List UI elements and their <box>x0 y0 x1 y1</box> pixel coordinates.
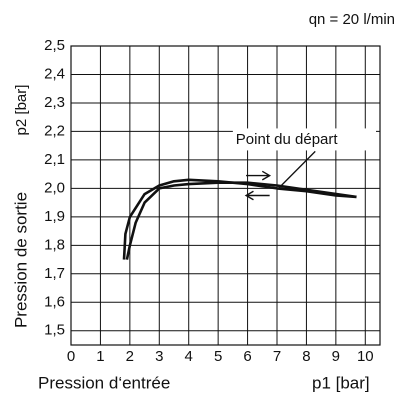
x-tick-label: 1 <box>96 348 104 365</box>
y-tick-label: 1,6 <box>44 293 65 310</box>
x-axis-label: Pression d‘entrée <box>38 373 170 392</box>
start-label: Point du départ <box>236 131 339 148</box>
curve <box>122 178 357 260</box>
x-tick-label: 2 <box>126 348 134 365</box>
arrow-right <box>246 170 272 181</box>
y-tick-label: 2,2 <box>44 122 65 139</box>
curve <box>125 181 357 260</box>
y-axis-label: Pression de sortie <box>11 192 30 328</box>
x-tick-label: 0 <box>67 348 75 365</box>
y-tick-label: 1,7 <box>44 265 65 282</box>
x-tick-label: 3 <box>155 348 163 365</box>
y-unit: p2 [bar] <box>13 85 30 136</box>
x-tick-label: 5 <box>214 348 222 365</box>
flow-note: qn = 20 l/min <box>309 11 395 28</box>
label-bg <box>232 128 376 151</box>
y-tick-label: 1,5 <box>44 322 65 339</box>
y-tick-label: 2,0 <box>44 179 65 196</box>
x-tick-label: 8 <box>302 348 310 365</box>
y-tick-label: 2,5 <box>44 37 65 54</box>
y-tick-label: 2,4 <box>44 65 65 82</box>
x-tick-label: 6 <box>243 348 251 365</box>
y-tick-label: 1,8 <box>44 236 65 253</box>
arrow-left <box>244 190 270 201</box>
x-tick-label: 4 <box>185 348 193 365</box>
y-tick-label: 2,1 <box>44 151 65 168</box>
x-tick-label: 9 <box>332 348 340 365</box>
x-unit: p1 [bar] <box>312 373 370 392</box>
x-tick-label: 7 <box>273 348 281 365</box>
y-tick-label: 2,3 <box>44 94 65 111</box>
x-tick-label: 10 <box>357 348 374 365</box>
y-tick-label: 1,9 <box>44 208 65 225</box>
leader-line <box>278 150 316 189</box>
